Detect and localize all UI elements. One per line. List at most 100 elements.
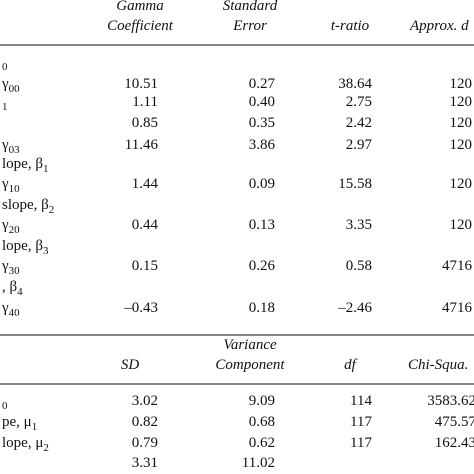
column-header: Gamma	[116, 0, 164, 14]
label-subscript: 2	[49, 204, 55, 216]
cell: 0.85	[132, 115, 158, 131]
column-header: Standard	[223, 0, 278, 14]
row-label: γ03	[1, 137, 20, 156]
row-label: slope, β2	[2, 197, 54, 216]
cell: 0.18	[249, 300, 275, 316]
column-header: Approx. d	[409, 18, 469, 34]
cell: 15.58	[338, 176, 372, 192]
row-label: γ20	[1, 217, 20, 236]
cell: 120	[450, 76, 473, 92]
row-label: , β4	[2, 279, 23, 298]
label-text: γ	[1, 300, 9, 316]
row-label: pe, μ1	[2, 414, 37, 433]
cell: –2.46	[337, 300, 372, 316]
cell: 475.57	[435, 414, 474, 430]
cell: 0.82	[132, 414, 158, 430]
cell: 2.97	[346, 137, 373, 153]
cell: –0.43	[123, 300, 158, 316]
row-label: lope, β1	[2, 156, 48, 175]
cell: 4716	[442, 300, 473, 316]
label-subscript: 30	[9, 265, 21, 277]
label-text: lope, β	[2, 238, 43, 254]
column-header: t-ratio	[331, 18, 370, 34]
label-text: lope, β	[2, 156, 43, 172]
label-subscript: 1	[2, 101, 8, 113]
cell: 120	[450, 217, 473, 233]
cell: 10.51	[124, 76, 158, 92]
cell: 0.27	[249, 76, 276, 92]
cell: 120	[450, 176, 473, 192]
label-subscript: 40	[9, 307, 21, 319]
cell: 0.26	[249, 258, 276, 274]
cell: 11.46	[125, 137, 159, 153]
cell: 0.58	[346, 258, 372, 274]
row-label: γ10	[1, 176, 20, 195]
column-header: Variance	[223, 337, 277, 353]
label-subscript: 1	[32, 421, 38, 433]
label-text: γ	[1, 258, 9, 274]
label-subscript: 00	[9, 83, 21, 95]
label-text: γ	[1, 76, 9, 92]
cell: 0.09	[249, 176, 275, 192]
cell: 0.15	[132, 258, 158, 274]
cell: 1.11	[132, 94, 158, 110]
cell: 0.79	[132, 435, 158, 451]
cell: 0.13	[249, 217, 275, 233]
row-label: lope, μ2	[2, 435, 49, 454]
cell: 0.40	[249, 94, 275, 110]
cell: 117	[350, 435, 372, 451]
cell: 162.43	[435, 435, 474, 451]
cell: 9.09	[249, 393, 275, 409]
cell: 3.31	[132, 455, 158, 471]
label-subscript: 1	[43, 163, 49, 175]
cell: 0.35	[249, 115, 275, 131]
label-text: γ	[1, 176, 9, 192]
cell: 120	[450, 94, 473, 110]
label-text: γ	[1, 217, 9, 233]
label-text: lope, μ	[2, 435, 43, 451]
column-header: Error	[232, 18, 267, 34]
row-label: γ30	[1, 258, 20, 277]
column-header: SD	[121, 357, 140, 373]
cell: 120	[450, 115, 473, 131]
cell: 3.86	[249, 137, 276, 153]
cell: 2.75	[346, 94, 372, 110]
cell: 114	[350, 393, 372, 409]
label-subscript: 0	[2, 400, 8, 412]
column-header: Component	[215, 357, 285, 373]
cell: 120	[450, 137, 473, 153]
column-header: Coefficient	[107, 18, 174, 34]
row-label: lope, β3	[2, 238, 49, 257]
label-text: , β	[2, 279, 17, 295]
cell: 2.42	[346, 115, 372, 131]
label-subscript: 3	[43, 245, 49, 257]
label-subscript: 10	[9, 183, 21, 195]
column-header: Chi-Squa.	[408, 357, 468, 373]
row-label: 0	[2, 400, 8, 412]
cell: 11.02	[242, 455, 275, 471]
cell: 1.44	[132, 176, 159, 192]
cell: 3583.62	[427, 393, 474, 409]
label-subscript: 03	[9, 144, 21, 156]
label-subscript: 20	[9, 224, 21, 236]
cell: 0.44	[132, 217, 159, 233]
label-text: pe, μ	[2, 414, 32, 430]
cell: 38.64	[338, 76, 372, 92]
row-label: 1	[2, 101, 8, 113]
label-subscript: 4	[17, 286, 23, 298]
cell: 117	[350, 414, 372, 430]
column-header: df	[344, 357, 358, 373]
cell: 3.02	[132, 393, 158, 409]
label-subscript: 2	[43, 442, 49, 454]
row-label: γ00	[1, 76, 20, 95]
row-label: γ40	[1, 300, 20, 319]
label-subscript: 0	[2, 61, 8, 73]
cell: 3.35	[346, 217, 372, 233]
cell: 0.68	[249, 414, 275, 430]
label-text: γ	[1, 137, 9, 153]
cell: 4716	[442, 258, 473, 274]
label-text: slope, β	[2, 197, 49, 213]
row-label: 0	[2, 61, 8, 73]
cell: 0.62	[249, 435, 275, 451]
